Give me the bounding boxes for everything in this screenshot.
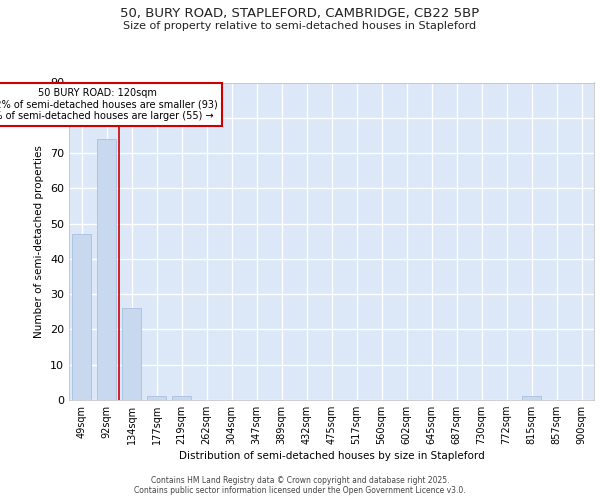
Bar bbox=[72, 234, 91, 400]
Text: 50 BURY ROAD: 120sqm
← 62% of semi-detached houses are smaller (93)
37% of semi-: 50 BURY ROAD: 120sqm ← 62% of semi-detac… bbox=[0, 88, 218, 121]
Y-axis label: Number of semi-detached properties: Number of semi-detached properties bbox=[34, 145, 44, 338]
Text: 50, BURY ROAD, STAPLEFORD, CAMBRIDGE, CB22 5BP: 50, BURY ROAD, STAPLEFORD, CAMBRIDGE, CB… bbox=[121, 8, 479, 20]
Bar bbox=[522, 396, 541, 400]
X-axis label: Distribution of semi-detached houses by size in Stapleford: Distribution of semi-detached houses by … bbox=[179, 452, 484, 462]
Text: Size of property relative to semi-detached houses in Stapleford: Size of property relative to semi-detach… bbox=[124, 21, 476, 31]
Text: Contains HM Land Registry data © Crown copyright and database right 2025.
Contai: Contains HM Land Registry data © Crown c… bbox=[134, 476, 466, 495]
Bar bbox=[147, 396, 166, 400]
Bar bbox=[97, 139, 116, 400]
Bar bbox=[172, 396, 191, 400]
Bar bbox=[122, 308, 141, 400]
